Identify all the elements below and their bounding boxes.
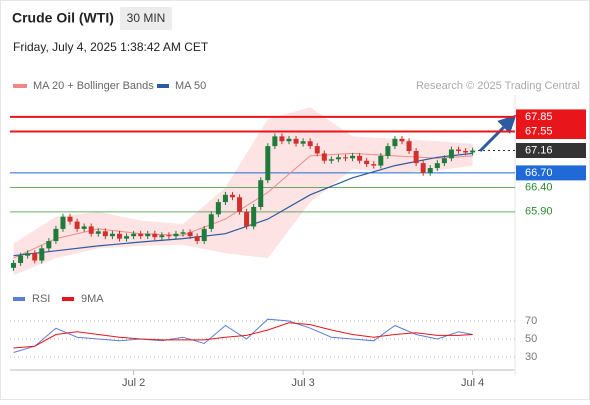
candle-body [194,236,200,242]
rsi-line [13,322,473,349]
legend-label: MA 20 + Bollinger Bands [33,80,154,92]
candle-body [166,235,172,237]
candle-body [251,206,257,227]
x-tick-label: Jul 3 [291,377,314,389]
candle-body [328,159,334,161]
timestamp: Friday, July 4, 2025 1:38:42 AM CET [13,40,209,54]
level-label: 67.55 [525,125,553,137]
level-label: 65.90 [525,206,553,218]
candle-body [342,157,348,159]
legend-label: RSI [32,293,50,305]
level-label: 66.40 [525,181,553,193]
candle-body [11,262,17,268]
candle-body [201,228,207,242]
candle-body [357,155,363,161]
candle-body [25,253,31,256]
candle-body [441,158,447,164]
level-label-box [516,143,586,158]
candle-body [265,146,271,181]
candle-body [286,138,292,142]
candle-body [470,150,476,153]
candle-body [463,150,469,153]
candle-body [335,157,341,160]
candle-body [293,138,299,144]
candle-body [406,141,412,151]
candle-body [314,146,320,154]
legend-label: MA 50 [175,80,206,92]
level-label-box [516,165,586,181]
legend-label: 9MA [81,293,104,305]
candle-body [434,163,440,169]
candle-body [187,232,193,237]
candle-body [74,221,80,229]
candle-body [46,241,52,249]
candle-body [420,163,426,173]
bollinger-band [13,107,473,276]
candle-body [159,235,165,238]
y-tick-label: 50 [525,333,537,345]
candle-body [53,228,59,242]
level-label: 66.70 [525,167,553,179]
candle-body [392,138,398,147]
candle-body [18,255,24,263]
candle-body [371,164,377,166]
candle-body [321,153,327,161]
x-tick-label: Jul 4 [461,377,484,389]
candle-body [131,233,137,237]
source: Research © 2025 Trading Central [416,80,580,92]
candle-body [124,236,130,239]
candle-body [81,226,87,229]
candle-body [116,233,122,239]
candle-body [413,150,419,164]
y-tick-label: 70 [525,315,537,327]
candle-body [378,155,384,166]
candle-body [173,233,179,237]
candle-body [272,136,278,147]
candle-body [385,146,391,156]
candle-body [448,149,454,159]
level-label: 67.85 [525,111,553,123]
candle-body [109,233,115,237]
candle-body [39,248,45,261]
candle-body [222,194,228,203]
candle-body [102,231,108,237]
chart-title: Crude Oil (WTI) [12,10,114,26]
candle-body [208,214,214,229]
level-label-box [516,124,586,140]
candle-body [229,194,235,198]
candle-body [67,216,73,222]
candle-body [32,253,38,261]
level-label: 67.16 [525,144,553,156]
trend-arrow [478,114,517,153]
candle-body [279,136,285,142]
candle-body [350,155,356,159]
candle-body [427,168,433,173]
y-tick-label: 30 [525,351,537,363]
candle-body [300,141,306,144]
x-tick-label: Jul 2 [122,377,145,389]
candle-body [152,233,158,238]
candle-body [145,233,151,237]
candle-body [237,197,243,212]
candle-body [258,180,264,207]
candle-body [399,138,405,142]
candle-body [60,216,66,229]
candle-body [180,232,186,234]
interval-box [120,7,172,30]
candle-body [88,226,94,234]
candle-body [244,211,250,227]
candle-body [307,141,313,147]
interval: 30 MIN [127,11,166,25]
candle-body [215,202,221,215]
candle-body [138,233,144,237]
rsi-line [13,318,473,353]
candle-body [364,160,370,165]
candle-body [455,149,461,151]
candle-body [95,231,101,234]
level-label-box [516,109,586,125]
